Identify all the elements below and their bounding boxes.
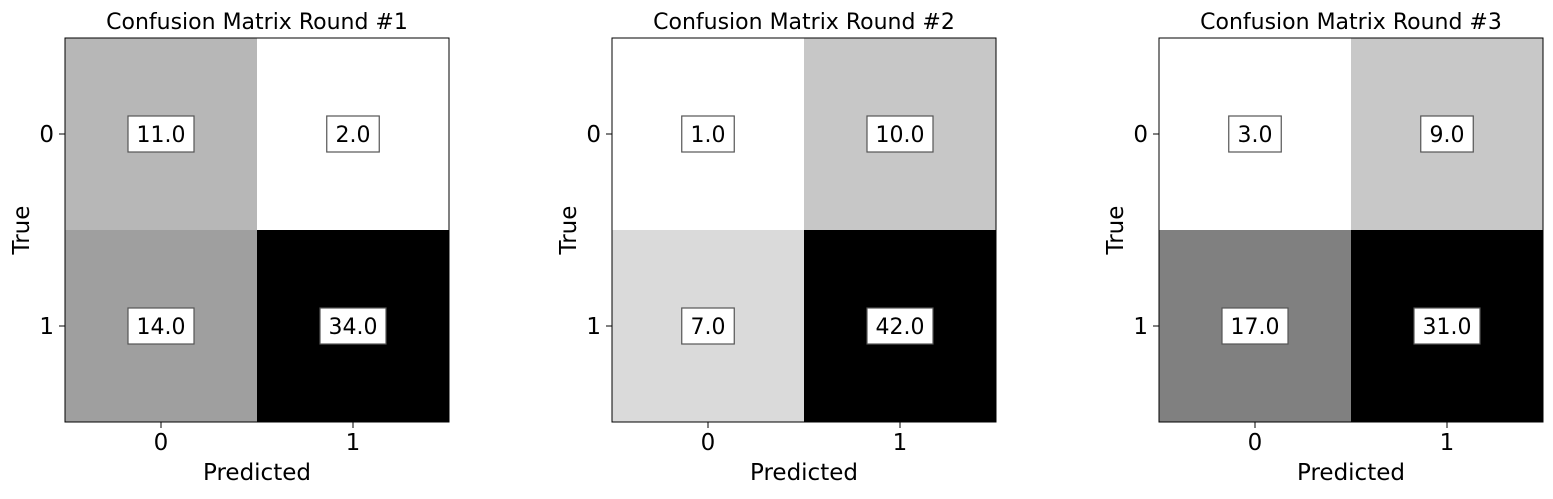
cell-label-box: [1228, 115, 1282, 153]
confusion-matrix-panel: 3.0 9.0 17.0 31.0 Confusion Matrix Round #3 0…: [1103, 10, 1544, 486]
y-tick-label: 1: [39, 314, 54, 340]
cell-label-box: [681, 115, 735, 153]
cell-label-box: [127, 307, 195, 345]
x-tick-label: 0: [701, 430, 716, 456]
cell-label-box: [319, 307, 387, 345]
chart-title: Confusion Matrix Round #1: [106, 10, 408, 35]
y-axis-label: True: [1103, 206, 1129, 256]
y-tick-label: 0: [39, 122, 54, 148]
cell-label-box: [1420, 115, 1474, 153]
x-tick-label: 1: [893, 430, 908, 456]
confusion-matrix-panel: 1.0 10.0 7.0 42.0 Confusion Matrix Round #2 0…: [556, 10, 997, 486]
y-tick-label: 0: [1133, 122, 1148, 148]
cell-value-label: 3.0: [1238, 123, 1273, 148]
y-axis-label: True: [556, 206, 582, 256]
y-tick-label: 1: [586, 314, 601, 340]
cell-value-label: 14.0: [137, 315, 186, 340]
cell-label-box: [1221, 307, 1289, 345]
cell-label-box: [866, 307, 934, 345]
cell-value-label: 42.0: [876, 315, 925, 340]
x-axis-label: Predicted: [1297, 460, 1405, 486]
cell-label-box: [866, 115, 934, 153]
x-axis-label: Predicted: [750, 460, 858, 486]
y-tick-label: 0: [586, 122, 601, 148]
cell-value-label: 9.0: [1430, 123, 1465, 148]
plot-frame: [64, 37, 450, 423]
cell-value-label: 10.0: [876, 123, 925, 148]
y-tick-label: 1: [1133, 314, 1148, 340]
cell-value-label: 7.0: [691, 315, 726, 340]
cell-value-label: 17.0: [1231, 315, 1280, 340]
x-tick-label: 0: [1248, 430, 1263, 456]
cell-value-label: 1.0: [691, 123, 726, 148]
x-tick-label: 1: [346, 430, 361, 456]
confusion-matrix-panel: 11.0 2.0 14.0 34.0 Confusion Matrix Round #1…: [9, 10, 450, 486]
plot-frame: [611, 37, 997, 423]
x-axis-label: Predicted: [203, 460, 311, 486]
cell-label-box: [326, 115, 380, 153]
x-tick-label: 1: [1440, 430, 1455, 456]
cell-value-label: 34.0: [329, 315, 378, 340]
cell-value-label: 2.0: [336, 123, 371, 148]
y-axis-label: True: [9, 206, 35, 256]
cell-value-label: 11.0: [137, 123, 186, 148]
chart-title: Confusion Matrix Round #3: [1200, 10, 1502, 35]
chart-title: Confusion Matrix Round #2: [653, 10, 955, 35]
cell-label-box: [1413, 307, 1481, 345]
cell-label-box: [127, 115, 195, 153]
x-tick-label: 0: [154, 430, 169, 456]
cell-label-box: [681, 307, 735, 345]
cell-value-label: 31.0: [1423, 315, 1472, 340]
plot-frame: [1158, 37, 1544, 423]
